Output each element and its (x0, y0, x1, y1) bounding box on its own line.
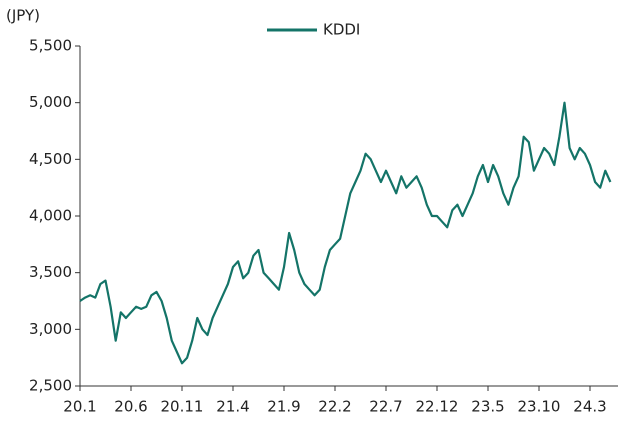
x-tick-label: 22.7 (369, 398, 402, 416)
x-tick-label: 23.10 (518, 398, 561, 416)
y-tick-label: 5,500 (29, 37, 72, 55)
legend-label: KDDI (323, 21, 360, 39)
x-tick-label: 20.6 (114, 398, 147, 416)
y-axis-label: (JPY) (6, 7, 40, 25)
x-tick-label: 22.2 (318, 398, 351, 416)
x-tick-label: 22.12 (416, 398, 459, 416)
line-series (79, 101, 612, 365)
x-tick-label: 20.1 (63, 398, 96, 416)
x-tick-label: 24.3 (573, 398, 606, 416)
y-tick-label: 3,500 (29, 263, 72, 281)
y-tick-label: 4,000 (29, 207, 72, 225)
x-tick-label: 21.4 (216, 398, 249, 416)
y-tick-label: 5,000 (29, 93, 72, 111)
x-tick-label: 23.5 (471, 398, 504, 416)
y-tick-label: 3,000 (29, 320, 72, 338)
x-tick-label: 21.9 (267, 398, 300, 416)
y-tick-label: 4,500 (29, 150, 72, 168)
y-tick-label: 2,500 (29, 377, 72, 395)
x-tick-label: 20.11 (161, 398, 204, 416)
